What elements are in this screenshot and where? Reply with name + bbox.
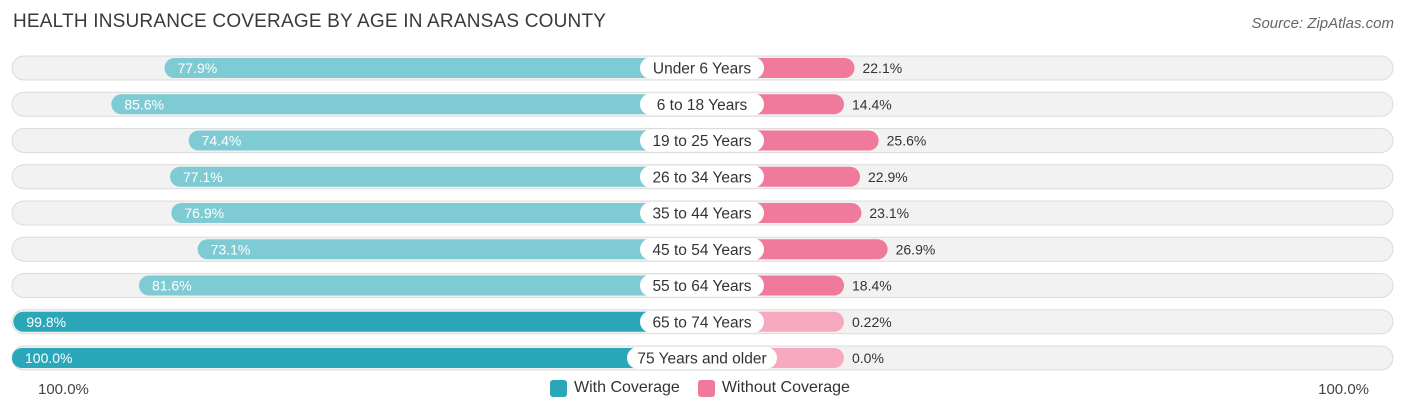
category-label: 45 to 54 Years [652, 242, 751, 259]
category-label-pill [640, 202, 764, 224]
value-label-without-coverage: 14.4% [852, 96, 892, 112]
category-label-pill [640, 310, 764, 333]
category-label-pill [640, 129, 764, 152]
bar-with-coverage [171, 203, 702, 223]
value-label-without-coverage: 0.22% [852, 314, 892, 330]
value-label-with-coverage: 85.6% [124, 96, 164, 112]
value-label-without-coverage: 0.0% [852, 350, 884, 366]
category-label: 55 to 64 Years [652, 278, 751, 295]
value-label-without-coverage: 22.1% [862, 60, 902, 76]
bar-row-55-to-64-years: 81.6% 18.4% 55 to 64 Years [11, 273, 1394, 298]
bar-with-coverage [170, 166, 702, 187]
category-label-pill [640, 93, 764, 116]
bar-row-19-to-25-years: 74.4% 25.6% 19 to 25 Years [11, 128, 1394, 153]
source-note: Source: ZipAtlas.com [1251, 15, 1394, 32]
category-label: 75 Years and older [637, 351, 766, 368]
value-label-with-coverage: 100.0% [25, 350, 72, 366]
bar-with-coverage [188, 130, 702, 151]
bar-row-65-to-74-years: 99.8% 0.22% 65 to 74 Years [11, 309, 1394, 335]
bar-row-45-to-54-years: 73.1% 26.9% 45 to 54 Years [11, 236, 1394, 262]
category-label: Under 6 Years [653, 61, 751, 78]
bar-with-coverage [197, 239, 703, 260]
value-label-with-coverage: 99.8% [26, 314, 66, 330]
value-label-without-coverage: 22.9% [868, 169, 908, 185]
legend-item-without-coverage: Without Coverage [697, 379, 850, 397]
axis-left-label: 100.0% [38, 381, 89, 398]
bar-row-under-6-years: 77.9% 22.1% Under 6 Years [11, 55, 1394, 81]
legend: With Coverage Without Coverage [550, 379, 868, 397]
bar-with-coverage [111, 94, 703, 115]
value-label-without-coverage: 18.4% [852, 278, 892, 294]
bar-row-26-to-34-years: 77.1% 22.9% 26 to 34 Years [11, 164, 1394, 190]
value-label-with-coverage: 81.6% [152, 278, 192, 294]
value-label-with-coverage: 77.9% [177, 60, 217, 76]
category-label-pill [640, 238, 764, 261]
bar-with-coverage [138, 275, 702, 296]
bar-with-coverage [164, 58, 703, 78]
bar-with-coverage [13, 311, 702, 332]
value-label-with-coverage: 73.1% [211, 241, 251, 257]
category-label: 26 to 34 Years [652, 169, 751, 186]
category-label: 6 to 18 Years [657, 97, 748, 114]
category-label: 35 to 44 Years [652, 206, 751, 223]
bar-row-75-years-and-older: 100.0% 0.0% 75 Years and older [11, 345, 1394, 371]
category-label-pill [627, 347, 777, 369]
category-label-pill [640, 165, 764, 188]
value-label-without-coverage: 26.9% [896, 241, 936, 257]
value-label-with-coverage: 76.9% [184, 205, 224, 221]
axis-right-label: 100.0% [1318, 381, 1369, 398]
bar-with-coverage [12, 348, 702, 368]
legend-swatch-without-coverage [697, 379, 715, 397]
legend-item-with-coverage: With Coverage [550, 379, 680, 397]
legend-swatch-with-coverage [550, 379, 567, 397]
category-label: 65 to 74 Years [652, 314, 751, 331]
value-label-without-coverage: 23.1% [869, 205, 909, 221]
value-label-with-coverage: 74.4% [202, 133, 242, 149]
chart-title: HEALTH INSURANCE COVERAGE BY AGE IN ARAN… [13, 11, 607, 32]
category-label: 19 to 25 Years [652, 133, 751, 150]
bar-row-6-to-18-years: 85.6% 14.4% 6 to 18 Years [11, 91, 1394, 117]
value-label-without-coverage: 25.6% [887, 133, 927, 149]
value-label-with-coverage: 77.1% [183, 169, 223, 185]
category-label-pill [640, 57, 764, 79]
bar-row-35-to-44-years: 76.9% 23.1% 35 to 44 Years [11, 200, 1394, 226]
legend-label-without-coverage: Without Coverage [721, 379, 850, 396]
legend-label-with-coverage: With Coverage [574, 379, 680, 396]
category-label-pill [640, 274, 764, 297]
